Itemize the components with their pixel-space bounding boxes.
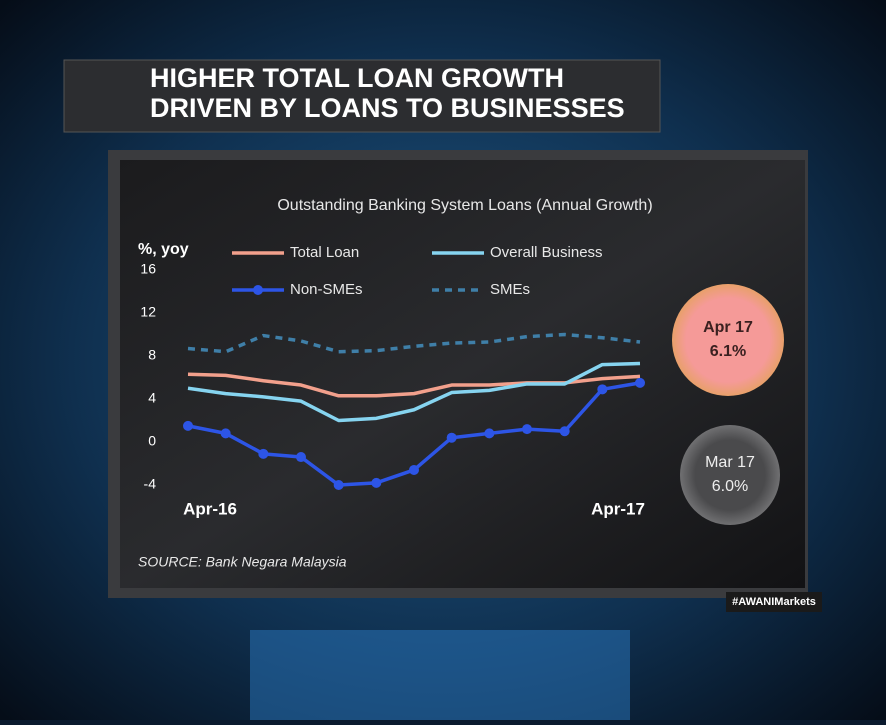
data-point (220, 428, 231, 439)
data-point (409, 464, 419, 475)
data-point (597, 384, 608, 395)
data-point (333, 480, 344, 490)
legend-label: SMEs (490, 281, 530, 298)
x-tick-label: Apr-17 (591, 499, 645, 518)
y-axis-label: %, yoy (138, 241, 189, 258)
chart-title: Outstanding Banking System Loans (Annual… (277, 197, 652, 214)
bubble-value: 6.1% (710, 343, 746, 360)
series-line (187, 332, 641, 354)
legend-label: Total Loan (290, 244, 359, 261)
title-panel (63, 59, 661, 133)
bubble-value: 6.0% (712, 478, 748, 495)
y-tick-label: 4 (148, 390, 156, 406)
data-point (446, 432, 457, 443)
y-tick-label: 16 (140, 261, 156, 277)
headline: DRIVEN BY LOANS TO BUSINESSES (150, 93, 625, 123)
bubble-period: Mar 17 (705, 454, 755, 471)
data-point (258, 448, 269, 459)
data-point (296, 452, 306, 463)
data-point (522, 424, 532, 435)
previous-bubble (680, 425, 780, 525)
data-point (371, 477, 382, 488)
series-line (187, 361, 641, 423)
data-point (183, 420, 193, 431)
x-tick-label: Apr-16 (183, 499, 237, 518)
floor-glow (250, 630, 630, 720)
y-tick-label: 12 (140, 304, 156, 320)
data-point (559, 426, 570, 437)
y-tick-label: -4 (144, 476, 157, 492)
legend-marker (253, 285, 263, 295)
headline: HIGHER TOTAL LOAN GROWTH (150, 63, 564, 93)
y-tick-label: 0 (148, 433, 156, 449)
legend-label: Overall Business (490, 244, 603, 261)
tag-box (726, 592, 822, 612)
source: SOURCE: Bank Negara Malaysia (138, 554, 347, 570)
data-point (484, 428, 495, 439)
data-point (635, 377, 645, 388)
highlight-bubble (672, 284, 784, 396)
legend-label: Non-SMEs (290, 281, 363, 298)
plot: -4 0 4 8 12 16 Apr-16 Apr-17 Total Loan Overall B… (140, 244, 645, 518)
hashtag: #AWANIMarkets (732, 596, 816, 608)
y-tick-label: 8 (148, 347, 156, 363)
bubble-period: Apr 17 (703, 319, 753, 336)
